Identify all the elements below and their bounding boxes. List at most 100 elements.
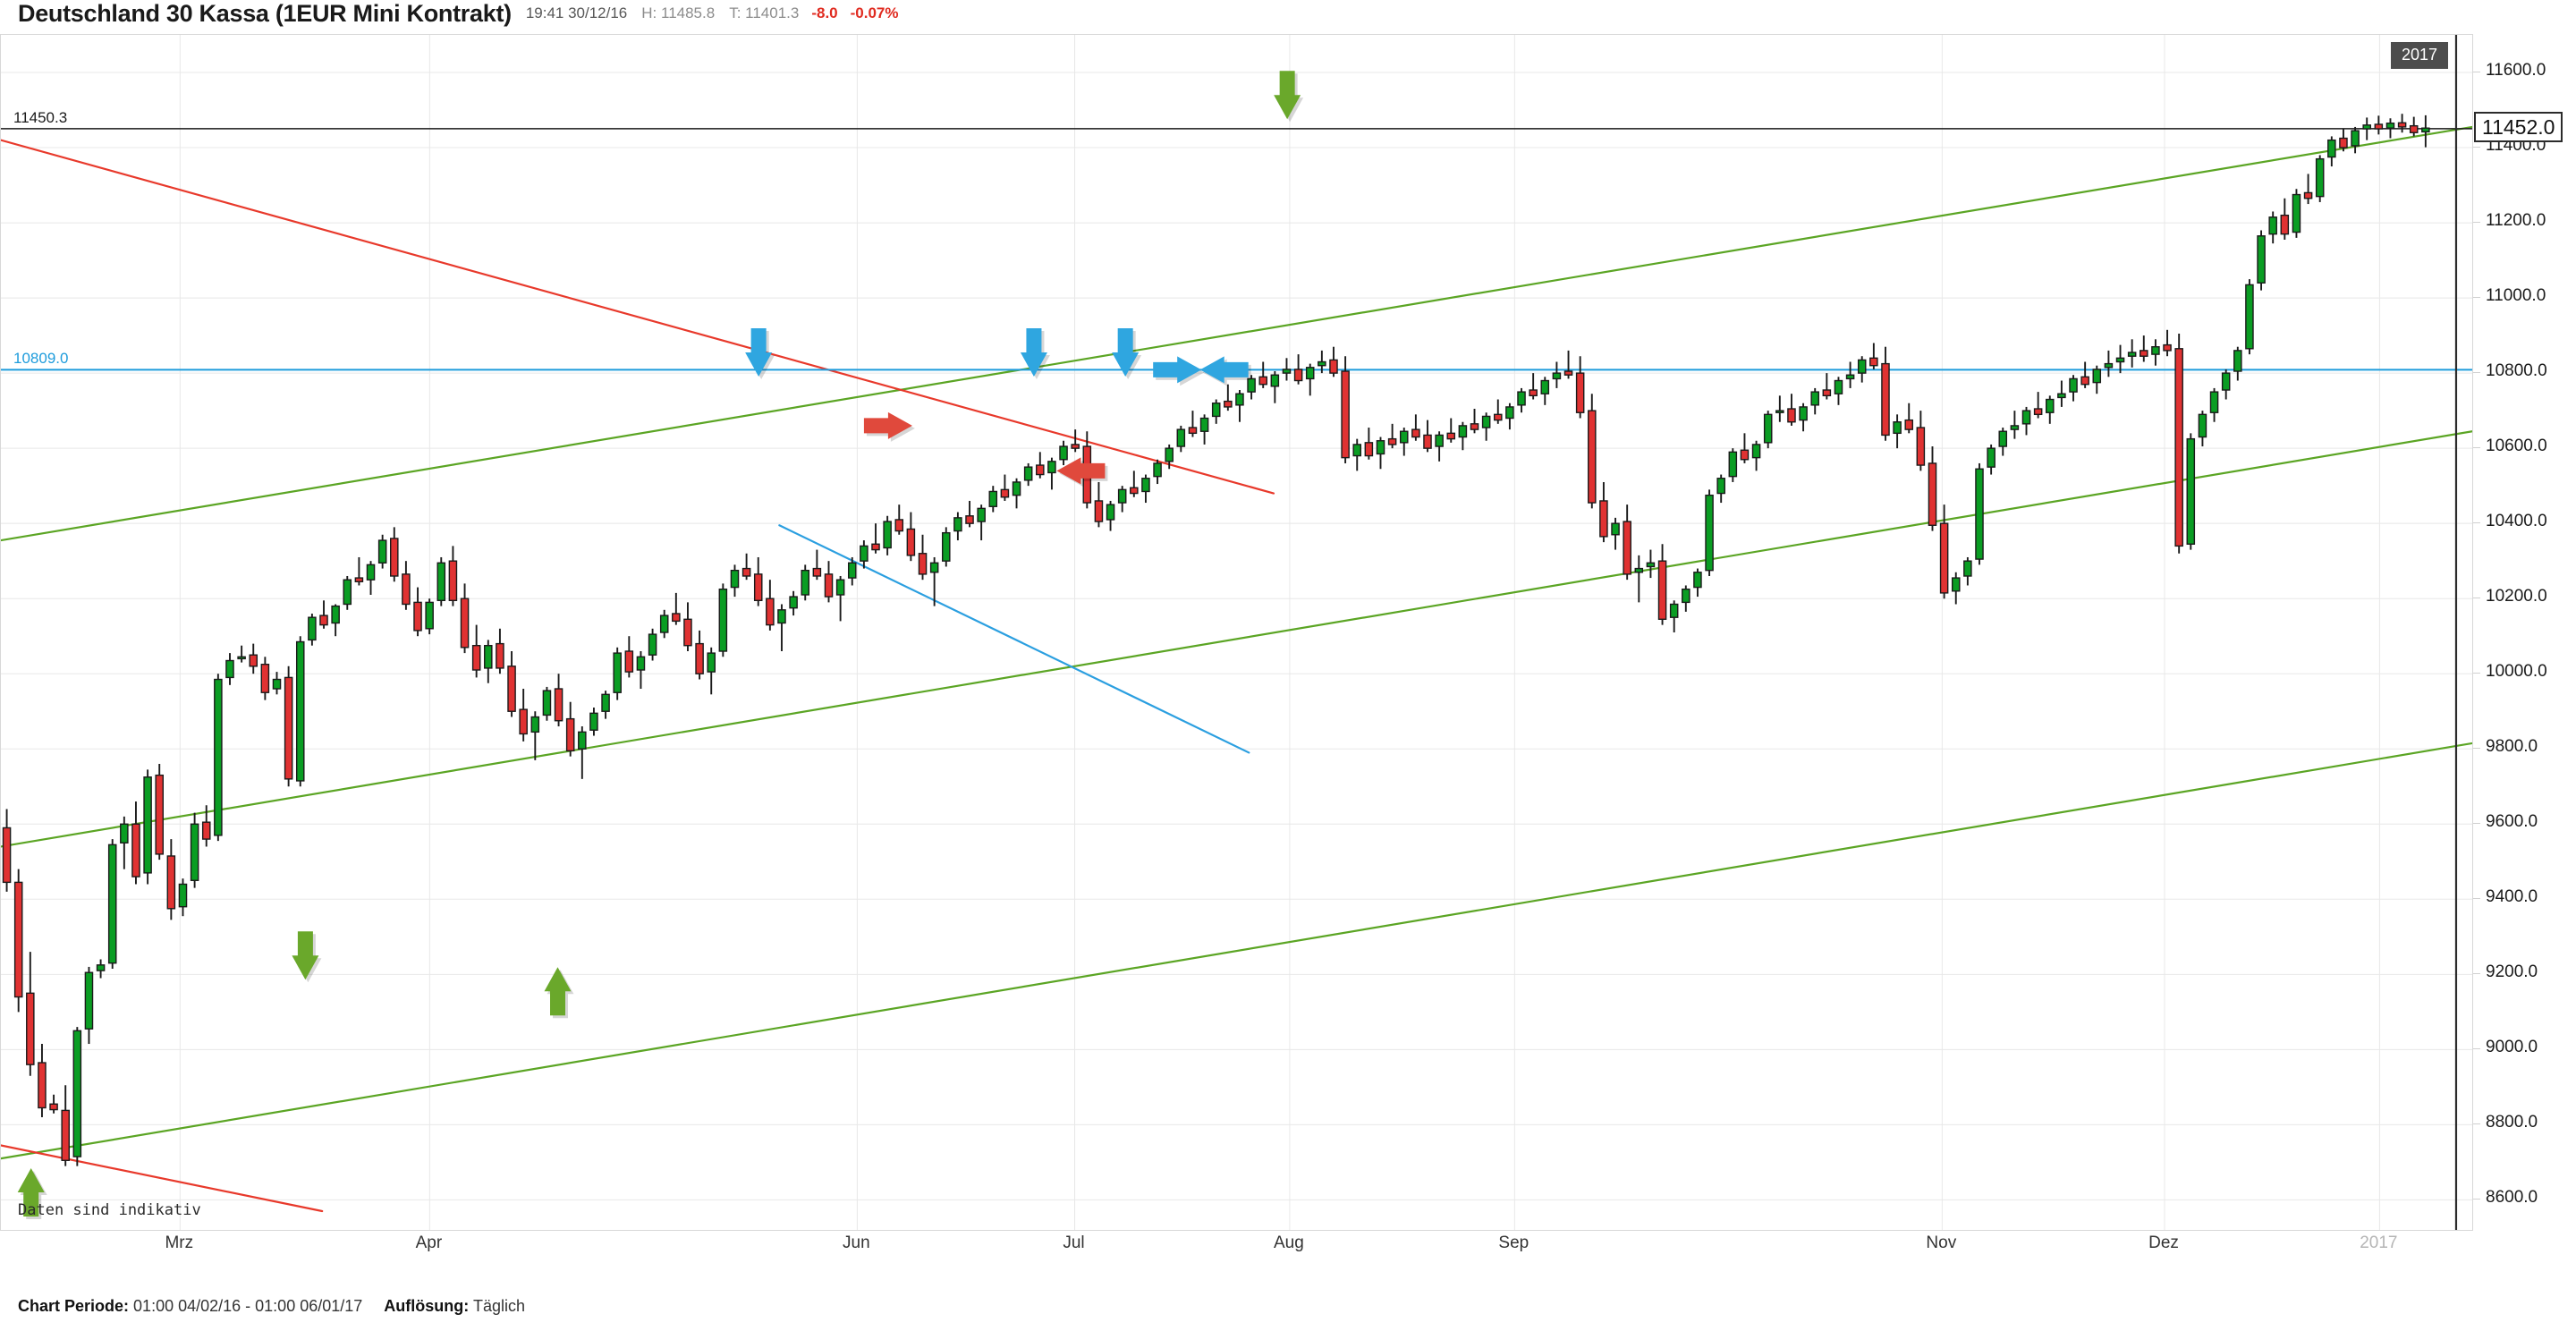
price-axis-label: 10600.0: [2486, 437, 2547, 456]
candle-body: [918, 553, 928, 575]
candle-body: [871, 543, 880, 551]
candle: [1751, 440, 1761, 471]
candle-body: [26, 992, 35, 1065]
candle: [2327, 136, 2336, 167]
candle-body: [1023, 466, 1033, 481]
price-axis-tick: [2473, 222, 2480, 224]
candle: [390, 527, 399, 582]
candle-body: [49, 1103, 58, 1111]
candle-body: [835, 579, 845, 596]
candle: [988, 486, 998, 513]
candle: [413, 587, 422, 637]
candle: [613, 647, 622, 700]
candle: [120, 816, 129, 869]
candle: [871, 523, 880, 554]
candle-body: [1646, 562, 1656, 568]
price-axis-tick: [2473, 522, 2480, 524]
candle-body: [1693, 572, 1702, 589]
annotation-arrow-down: [1274, 71, 1304, 123]
indicative-data-note: Daten sind indikativ: [18, 1201, 201, 1219]
price-axis-tick: [2473, 447, 2480, 449]
candle-body: [1657, 560, 1667, 620]
chart-plot-area[interactable]: 11450.3 10809.0: [0, 34, 2472, 1231]
candle-body: [1387, 437, 1397, 445]
candle: [61, 1085, 70, 1166]
candle: [2115, 344, 2125, 374]
price-axis-label: 11600.0: [2486, 61, 2546, 80]
chart-header: Deutschland 30 Kassa (1EUR Mini Kontrakt…: [0, 0, 2576, 27]
candle-body: [2280, 214, 2290, 235]
candle-body: [672, 613, 681, 623]
candle: [237, 645, 246, 663]
candle: [1012, 478, 1021, 509]
candle: [1669, 600, 1679, 632]
candle: [1928, 446, 1937, 531]
candle-body: [2, 827, 12, 884]
candle: [2021, 406, 2031, 436]
candle: [331, 604, 340, 637]
candle-body: [613, 652, 622, 693]
candle: [1305, 363, 1315, 396]
candle: [766, 580, 775, 631]
candle: [847, 556, 857, 586]
candle: [308, 613, 317, 646]
candle: [636, 651, 646, 690]
candle: [1270, 371, 1280, 403]
candle: [1646, 549, 1656, 579]
candle-body: [1293, 369, 1303, 382]
annotation-arrow-down: [292, 931, 322, 983]
candle-body: [1329, 359, 1338, 374]
candle-body: [1012, 481, 1021, 496]
candle: [225, 653, 234, 685]
candle: [1881, 346, 1890, 441]
candle-body: [1411, 428, 1420, 438]
candle-body: [166, 855, 176, 910]
price-axis-label: 10200.0: [2486, 587, 2547, 606]
price-axis-label: 9600.0: [2486, 812, 2538, 832]
candle-body: [1904, 419, 1914, 430]
candle: [260, 657, 270, 700]
candle-body: [953, 517, 962, 532]
candle-body: [1611, 522, 1620, 536]
candle: [741, 553, 751, 581]
candle-body: [507, 666, 516, 712]
time-axis-label: Jun: [843, 1234, 870, 1252]
candle: [1153, 459, 1162, 485]
candle-body: [1199, 417, 1209, 432]
candle: [1834, 377, 1843, 405]
time-axis[interactable]: Mrz Apr Jun Jul Aug Sep Nov Dez 2017: [0, 1232, 2576, 1264]
candle-body: [2080, 376, 2089, 386]
price-axis[interactable]: 11600.0 11400.0 11200.0 11000.0 10800.0 10600…: [2472, 34, 2576, 1231]
candle-body: [1623, 521, 1631, 575]
candle: [72, 1027, 82, 1166]
candle-body: [1845, 374, 1855, 380]
candle: [801, 564, 810, 601]
candle: [2069, 375, 2078, 402]
candle-body: [460, 598, 470, 649]
candle-body: [1787, 408, 1796, 423]
candle: [2174, 334, 2183, 554]
candle: [2421, 114, 2430, 148]
price-axis-tick: [2473, 673, 2480, 674]
arrow-shape: [1274, 71, 1301, 120]
candle: [918, 534, 928, 581]
candle: [1763, 411, 1773, 449]
candle-body: [988, 490, 998, 507]
trend-line-green-channel-lower: [1, 742, 2472, 1160]
candle: [1540, 377, 1550, 405]
candle: [2057, 380, 2066, 407]
candle: [883, 515, 892, 555]
period-label: Chart Periode:: [18, 1297, 130, 1315]
candle: [1224, 384, 1233, 411]
candle-body: [695, 642, 704, 674]
resolution-label: Auflösung:: [384, 1297, 470, 1315]
trend-line-green-channel-mid: [1, 430, 2472, 848]
annotation-arrow-up: [17, 1167, 47, 1219]
candle: [1998, 428, 2008, 456]
candle-body: [2409, 124, 2419, 133]
candle: [1000, 474, 1010, 501]
candle: [1775, 395, 1784, 422]
price-axis-label: 8800.0: [2486, 1113, 2538, 1132]
candle-body: [331, 605, 340, 624]
candle: [284, 666, 293, 787]
